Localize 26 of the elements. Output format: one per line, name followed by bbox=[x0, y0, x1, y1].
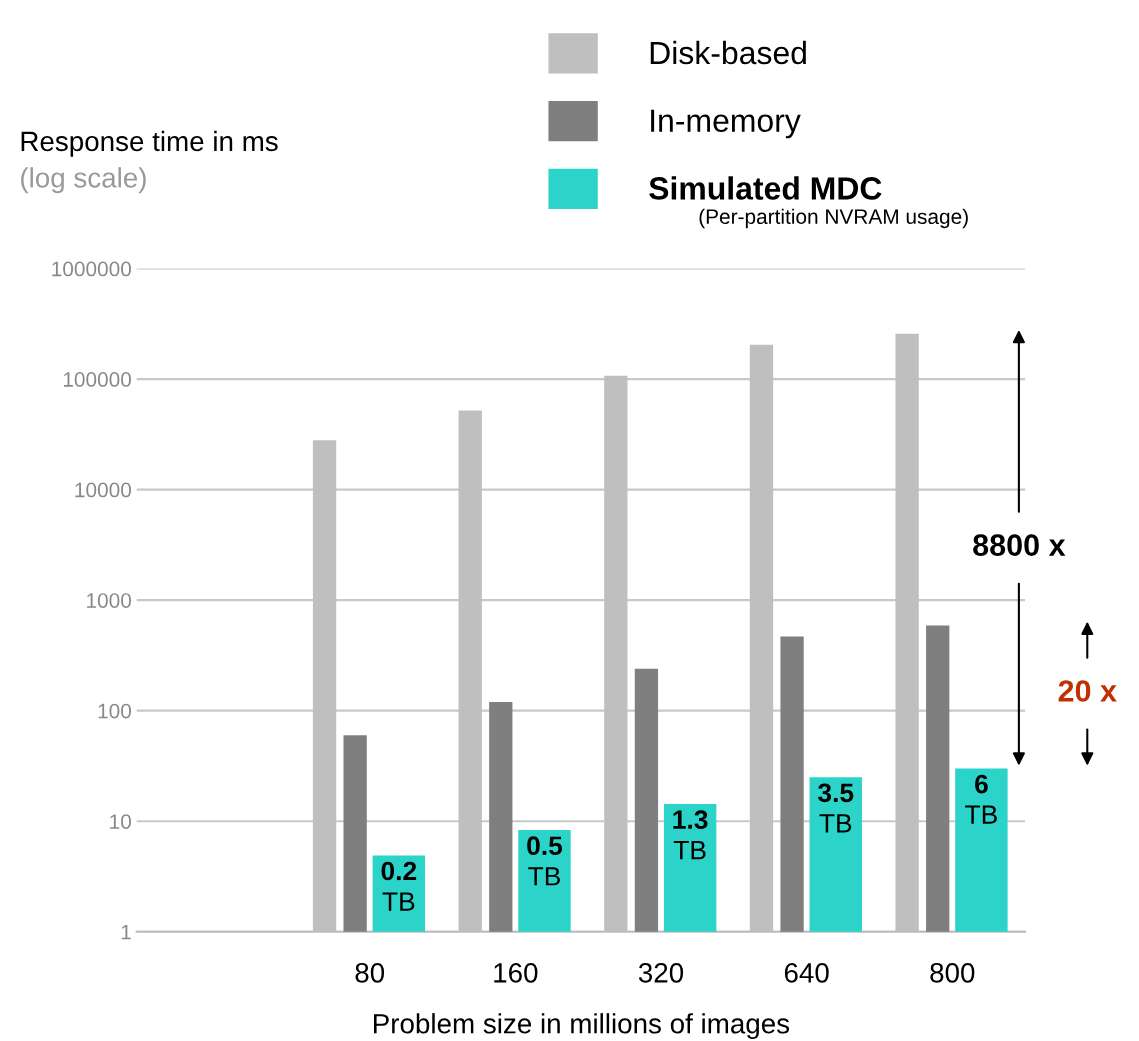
x-axis-title: Problem size in millions of images bbox=[374, 1013, 790, 1040]
x-tick-label: 640 bbox=[784, 962, 829, 983]
text: (Per-partition NVRAM usage) bbox=[699, 208, 968, 229]
legend-label: Simulated MDC bbox=[649, 176, 882, 200]
annotation: 6 TB bbox=[965, 774, 997, 824]
annotation: 0.5 TB bbox=[527, 836, 563, 886]
y-axis-title: Response time in ms bbox=[21, 130, 278, 157]
legend-label: Disk-based bbox=[650, 40, 806, 65]
legend-label: In-memory bbox=[651, 109, 801, 139]
x-tick-label: 160 bbox=[494, 962, 538, 983]
y-tick-label: 10 bbox=[110, 814, 132, 829]
x-tick-label: 800 bbox=[930, 962, 975, 983]
y-tick-label: 100 bbox=[98, 703, 132, 719]
y-tick-label: 100000 bbox=[63, 372, 132, 387]
text: 20 x bbox=[1058, 680, 1117, 702]
y-tick-label: 1000 bbox=[87, 593, 132, 608]
x-tick-label: 320 bbox=[638, 962, 684, 983]
y-tick-label: 1000000 bbox=[52, 261, 132, 277]
annotation: 1.3 TB bbox=[673, 810, 708, 860]
text: (log scale) bbox=[21, 167, 146, 194]
y-tick-label: 1 bbox=[121, 924, 131, 940]
x-tick-label: 80 bbox=[355, 962, 385, 983]
y-tick-label: 10000 bbox=[75, 482, 132, 498]
annotation: 8800 x bbox=[973, 534, 1066, 556]
annotation: 3.5 TB bbox=[818, 783, 854, 833]
annotation: 0.2 TB bbox=[381, 861, 417, 911]
